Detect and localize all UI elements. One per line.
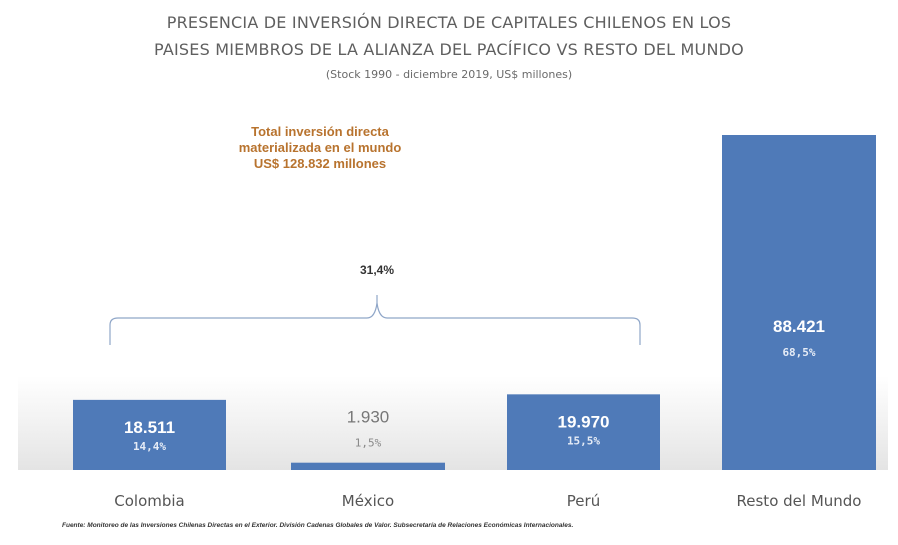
bar-mexico — [291, 462, 445, 470]
bar-resto-del-mundo — [722, 135, 876, 470]
annotation-line-3: US$ 128.832 millones — [253, 156, 387, 171]
bar-peru — [507, 394, 660, 470]
percent-label-resto-del-mundo: 68,5% — [782, 346, 815, 359]
bracket-percent-label: 31,4% — [360, 263, 394, 277]
source-note: Fuente: Monitoreo de las Inversiones Chi… — [62, 522, 574, 529]
category-label-mexico: México — [342, 492, 394, 510]
value-label-resto-del-mundo: 88.421 — [773, 317, 825, 336]
annotation-line-2: materializada en el mundo — [238, 140, 402, 155]
value-label-mexico: 1.930 — [347, 408, 390, 427]
category-label-resto-del-mundo: Resto del Mundo — [737, 492, 862, 510]
value-label-peru: 19.970 — [558, 412, 610, 431]
bar-colombia — [73, 399, 226, 470]
annotation-line-1: Total inversión directa — [251, 124, 389, 139]
pacific-alliance-brace — [109, 295, 641, 345]
chart-title-line-1: PRESENCIA DE INVERSIÓN DIRECTA DE CAPITA… — [166, 13, 732, 32]
chart-subtitle: (Stock 1990 - diciembre 2019, US$ millon… — [325, 68, 573, 81]
percent-label-mexico: 1,5% — [355, 437, 382, 450]
value-label-colombia: 18.511 — [124, 418, 175, 437]
chart-title-line-2: PAISES MIEMBROS DE LA ALIANZA DEL PACÍFI… — [154, 40, 744, 59]
category-label-peru: Perú — [567, 492, 600, 510]
percent-label-peru: 15,5% — [567, 434, 600, 447]
category-label-colombia: Colombia — [114, 492, 185, 510]
percent-label-colombia: 14,4% — [133, 440, 166, 453]
total-investment-annotation: Total inversión directa materializada en… — [225, 124, 415, 172]
